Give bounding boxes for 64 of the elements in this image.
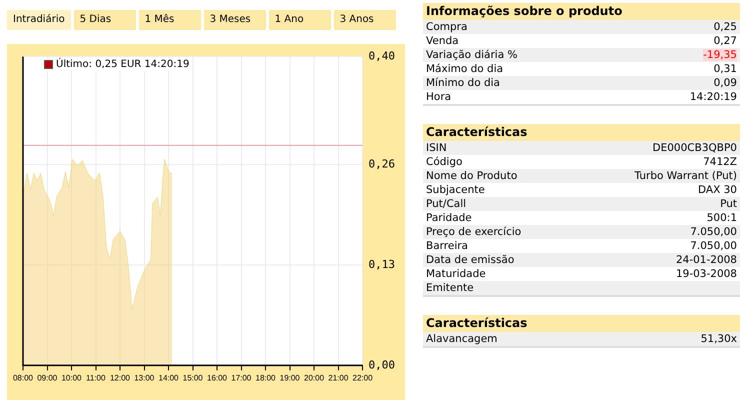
category-label: Emitente bbox=[425, 281, 475, 295]
category-label: Alavancagem bbox=[425, 332, 498, 346]
category-label: Compra bbox=[425, 20, 468, 34]
x-tick-label: 08:00 bbox=[12, 373, 34, 382]
text: 0,31 bbox=[714, 63, 737, 75]
x-tick-label: 20:00 bbox=[304, 373, 325, 382]
text: Intradiário bbox=[7, 10, 71, 30]
text: 7.050,00 bbox=[690, 226, 737, 238]
text: 0,25 bbox=[714, 21, 737, 33]
text: 1 Ano bbox=[268, 10, 331, 30]
text: 500:1 bbox=[706, 212, 737, 224]
text: DE000CB3QBP0 bbox=[652, 142, 737, 154]
text: DAX 30 bbox=[698, 184, 737, 196]
text: Características bbox=[423, 124, 740, 141]
category-label: Put/Call bbox=[425, 197, 468, 211]
x-tick-label: 11:00 bbox=[86, 373, 106, 382]
x-tick-label: 16:00 bbox=[206, 373, 228, 382]
text: Put bbox=[720, 198, 737, 210]
category-label: ISIN bbox=[425, 141, 448, 155]
text: 3 Meses bbox=[204, 10, 266, 30]
text: 1 Mês bbox=[138, 10, 201, 30]
annotation: Último: 0,25 EUR 14:20:19 bbox=[56, 59, 190, 70]
x-tick-label: 21:00 bbox=[328, 373, 349, 382]
text: 14:20:19 bbox=[690, 91, 737, 103]
text: 0,09 bbox=[714, 77, 737, 89]
text: 24-01-2008 bbox=[676, 254, 737, 266]
category-label: Barreira bbox=[425, 239, 469, 253]
y-tick-label: 0,40 bbox=[368, 49, 396, 62]
text: Turbo Warrant (Put) bbox=[634, 170, 737, 182]
text: 51,30x bbox=[700, 333, 737, 345]
category-label: Venda bbox=[425, 34, 460, 48]
text: 19-03-2008 bbox=[676, 268, 737, 280]
x-tick-label: 09:00 bbox=[37, 373, 58, 382]
text: 0,27 bbox=[714, 35, 737, 47]
text: 3 Anos bbox=[334, 10, 396, 30]
category-label: Maturidade bbox=[425, 267, 487, 281]
category-label: Máximo do dia bbox=[425, 62, 504, 76]
text: Informações sobre o produto bbox=[423, 3, 740, 20]
category-label: Nome do Produto bbox=[425, 169, 518, 183]
x-tick-label: 18:00 bbox=[255, 373, 276, 382]
category-label: Mínimo do dia bbox=[425, 76, 501, 90]
category-label: Hora bbox=[425, 90, 452, 104]
x-tick-label: 22:00 bbox=[352, 373, 374, 382]
category-label: Paridade bbox=[425, 211, 473, 225]
y-tick-label: 0,00 bbox=[368, 358, 396, 372]
x-tick-label: 14:00 bbox=[158, 373, 180, 382]
category-label: Código bbox=[425, 155, 464, 169]
category-label: Subjacente bbox=[425, 183, 486, 197]
category-label: Preço de exercício bbox=[425, 225, 522, 239]
y-tick-label: 0,13 bbox=[368, 258, 396, 271]
category-label: Data de emissão bbox=[425, 253, 516, 267]
text: 7.050,00 bbox=[690, 240, 737, 252]
x-tick-label: 12:00 bbox=[110, 373, 131, 382]
text: 5 Dias bbox=[74, 10, 136, 30]
category-label: Variação diária % bbox=[425, 48, 518, 62]
text: -19,35 bbox=[703, 49, 737, 61]
y-tick-label: 0,26 bbox=[368, 158, 396, 171]
x-tick-label: 13:00 bbox=[134, 373, 155, 382]
text: Características bbox=[423, 315, 740, 332]
x-tick-label: 17:00 bbox=[231, 373, 252, 382]
x-tick-label: 19:00 bbox=[280, 373, 300, 382]
x-tick-label: 15:00 bbox=[182, 373, 204, 382]
text: 7412Z bbox=[703, 156, 737, 168]
x-tick-label: 10:00 bbox=[61, 373, 82, 382]
